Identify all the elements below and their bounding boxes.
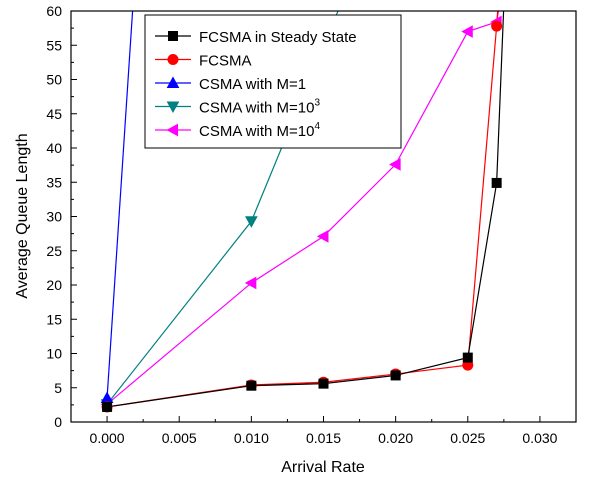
y-tick-label: 40 bbox=[46, 140, 62, 156]
y-tick-label: 55 bbox=[46, 37, 62, 53]
data-point bbox=[461, 25, 473, 38]
data-point bbox=[462, 352, 473, 363]
legend-swatch-marker bbox=[167, 54, 179, 65]
legend: FCSMA in Steady State FCSMA CSMA with M=1 C… bbox=[144, 14, 402, 149]
data-point bbox=[102, 401, 113, 412]
data-point bbox=[244, 276, 257, 290]
legend-swatch-marker bbox=[168, 31, 178, 41]
legend-label-superscript: 3 bbox=[314, 98, 320, 109]
data-point bbox=[389, 158, 401, 171]
legend-label-superscript: 4 bbox=[314, 121, 320, 132]
data-point bbox=[318, 378, 329, 389]
legend-label-text: FCSMA in Steady State bbox=[199, 29, 357, 46]
data-point bbox=[491, 20, 503, 32]
y-tick-label: 60 bbox=[46, 3, 62, 19]
legend-label: CSMA with M=103 bbox=[199, 98, 320, 117]
y-axis-title: Average Queue Length bbox=[14, 133, 31, 298]
y-axis: 0 5 10 15 20 25 30 35 40 45 50 55 60 bbox=[46, 3, 77, 430]
y-tick-label: 10 bbox=[46, 346, 62, 362]
series-line bbox=[106, 11, 134, 399]
y-tick-label: 20 bbox=[46, 277, 62, 293]
legend-label: FCSMA bbox=[199, 53, 252, 70]
data-point bbox=[246, 380, 257, 391]
data-point bbox=[491, 177, 502, 188]
x-axis-title: Arrival Rate bbox=[281, 459, 365, 476]
y-tick-label: 35 bbox=[46, 174, 62, 190]
x-tick-label: 0.005 bbox=[162, 430, 197, 446]
legend-label-text: FCSMA bbox=[199, 53, 252, 70]
legend-label-text: CSMA with M=1 bbox=[199, 76, 306, 93]
x-tick-label: 0.015 bbox=[306, 430, 341, 446]
legend-label: CSMA with M=1 bbox=[199, 76, 306, 93]
x-axis: 0.000 0.005 0.010 0.015 0.020 0.025 0.030 bbox=[70, 416, 577, 446]
y-tick-label: 30 bbox=[46, 209, 62, 225]
y-tick-label: 45 bbox=[46, 106, 62, 122]
x-tick-label: 0.000 bbox=[90, 430, 125, 446]
y-tick-label: 25 bbox=[46, 243, 62, 259]
legend-swatch-marker bbox=[166, 123, 178, 137]
x-tick-label: 0.030 bbox=[522, 430, 557, 446]
marker-layer bbox=[100, 15, 503, 413]
legend-label-text: CSMA with M=10 bbox=[199, 100, 314, 117]
data-point bbox=[390, 370, 401, 381]
data-point bbox=[100, 391, 114, 404]
legend-swatch-marker bbox=[166, 101, 180, 114]
y-tick-label: 0 bbox=[54, 414, 62, 430]
legend-label-text: CSMA with M=10 bbox=[199, 123, 314, 140]
x-tick-label: 0.010 bbox=[234, 430, 269, 446]
data-point bbox=[245, 216, 258, 228]
legend-label: FCSMA in Steady State bbox=[199, 29, 357, 46]
y-tick-label: 5 bbox=[54, 380, 62, 396]
legend-label: CSMA with M=104 bbox=[199, 121, 320, 140]
legend-box bbox=[144, 14, 402, 149]
legend-swatch-marker bbox=[166, 76, 180, 88]
data-point bbox=[316, 230, 329, 243]
x-tick-label: 0.020 bbox=[378, 430, 413, 446]
y-tick-label: 50 bbox=[46, 72, 62, 88]
y-tick-label: 15 bbox=[46, 311, 62, 327]
x-tick-label: 0.025 bbox=[450, 430, 485, 446]
